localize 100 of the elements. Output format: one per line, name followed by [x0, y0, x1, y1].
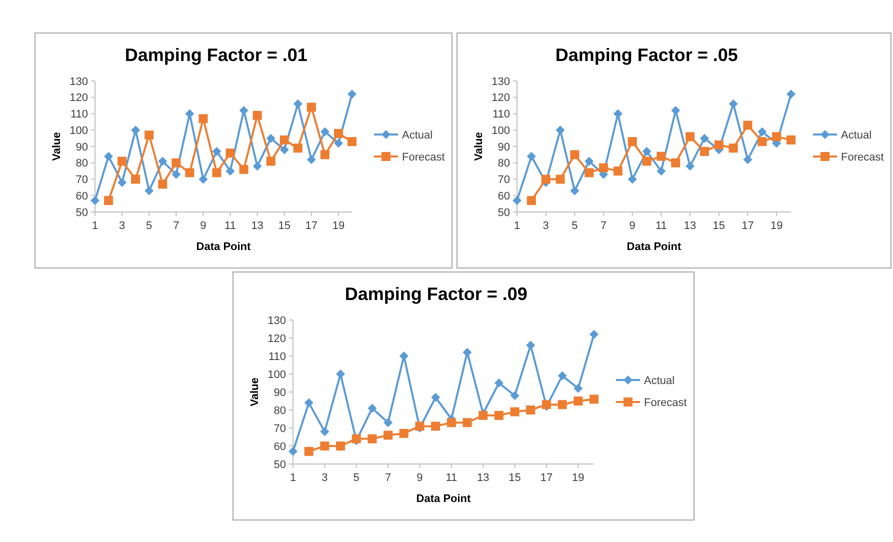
- point: [510, 407, 520, 416]
- point: [293, 144, 302, 153]
- x-tick-label: 11: [446, 472, 458, 484]
- point: [118, 178, 127, 188]
- point: [368, 434, 377, 444]
- point: [446, 418, 456, 428]
- x-tick-label: 19: [332, 220, 345, 232]
- point: [104, 196, 114, 206]
- point: [320, 150, 330, 160]
- legend-label: Forecast: [644, 396, 687, 409]
- x-axis-title: Data Point: [626, 241, 682, 253]
- point: [686, 132, 695, 142]
- x-tick-label: 1: [514, 220, 520, 232]
- y-tick-label: 130: [492, 76, 510, 88]
- point: [334, 138, 343, 148]
- point: [158, 180, 168, 189]
- point: [306, 155, 316, 164]
- legend-label: Forecast: [402, 151, 445, 164]
- x-tick-label: 7: [173, 220, 180, 232]
- x-axis-title: Data Point: [416, 493, 472, 505]
- point: [399, 428, 408, 438]
- point: [185, 168, 194, 178]
- point: [772, 132, 782, 142]
- x-tick-label: 17: [742, 220, 754, 232]
- point: [558, 400, 567, 410]
- x-tick-label: 3: [542, 220, 549, 232]
- point: [144, 130, 154, 140]
- point: [336, 370, 346, 378]
- chart-title: Damping Factor = .01: [124, 45, 308, 65]
- x-tick-label: 17: [540, 472, 553, 484]
- point: [584, 156, 594, 166]
- point: [144, 186, 154, 196]
- point: [743, 120, 752, 130]
- point: [786, 135, 796, 144]
- x-tick-label: 1: [290, 472, 296, 484]
- point: [786, 90, 796, 99]
- point: [494, 378, 504, 388]
- y-tick-label: 130: [70, 76, 88, 88]
- point: [431, 392, 440, 402]
- point: [288, 446, 298, 456]
- x-tick-label: 11: [656, 220, 667, 232]
- point: [252, 110, 262, 120]
- point: [334, 128, 343, 138]
- point: [613, 166, 622, 176]
- point: [758, 137, 767, 146]
- point: [266, 156, 276, 166]
- x-tick-label: 3: [118, 220, 126, 232]
- x-tick-label: 13: [476, 472, 490, 484]
- x-tick-label: 19: [572, 472, 584, 484]
- point: [656, 166, 666, 176]
- y-tick-label: 80: [498, 158, 510, 170]
- point: [574, 396, 583, 406]
- point: [198, 114, 208, 124]
- y-tick-label: 90: [274, 386, 286, 399]
- point: [226, 166, 235, 176]
- x-tick-label: 19: [770, 220, 783, 232]
- point: [574, 384, 583, 393]
- y-tick-label: 60: [498, 190, 510, 202]
- x-tick-label: 9: [629, 220, 636, 232]
- point: [226, 148, 235, 158]
- point: [526, 406, 536, 414]
- point: [384, 418, 393, 428]
- point: [599, 163, 608, 172]
- chart-title: Damping Factor = .05: [555, 45, 738, 65]
- point: [431, 422, 440, 431]
- chart-title: Damping Factor = .09: [344, 284, 528, 304]
- legend-label: Actual: [402, 129, 433, 142]
- y-tick-label: 100: [492, 124, 510, 137]
- point: [198, 174, 208, 184]
- y-tick-label: 100: [268, 368, 286, 381]
- y-tick-label: 130: [268, 314, 286, 327]
- point: [558, 371, 567, 380]
- x-tick-label: 15: [712, 220, 726, 232]
- point: [728, 144, 738, 153]
- point: [494, 410, 504, 420]
- point: [320, 127, 330, 136]
- y-axis-title: Value: [249, 378, 261, 406]
- point: [90, 196, 100, 206]
- point: [239, 164, 248, 174]
- y-tick-label: 60: [76, 190, 88, 202]
- point: [212, 146, 222, 156]
- legend-label: Forecast: [841, 151, 884, 164]
- point: [212, 168, 222, 178]
- point: [280, 145, 289, 154]
- point: [368, 404, 377, 413]
- x-axis-title: Data Point: [196, 241, 252, 253]
- point: [526, 196, 536, 206]
- point: [700, 134, 709, 143]
- point: [590, 394, 598, 404]
- y-tick-label: 70: [498, 174, 510, 186]
- x-tick-label: 1: [92, 220, 98, 232]
- y-tick-label: 110: [268, 350, 286, 363]
- point: [656, 152, 666, 161]
- point: [570, 186, 580, 196]
- y-tick-label: 100: [70, 124, 88, 137]
- point: [570, 150, 580, 160]
- point: [348, 137, 356, 146]
- point: [510, 391, 520, 400]
- point: [118, 156, 127, 166]
- point: [348, 90, 356, 99]
